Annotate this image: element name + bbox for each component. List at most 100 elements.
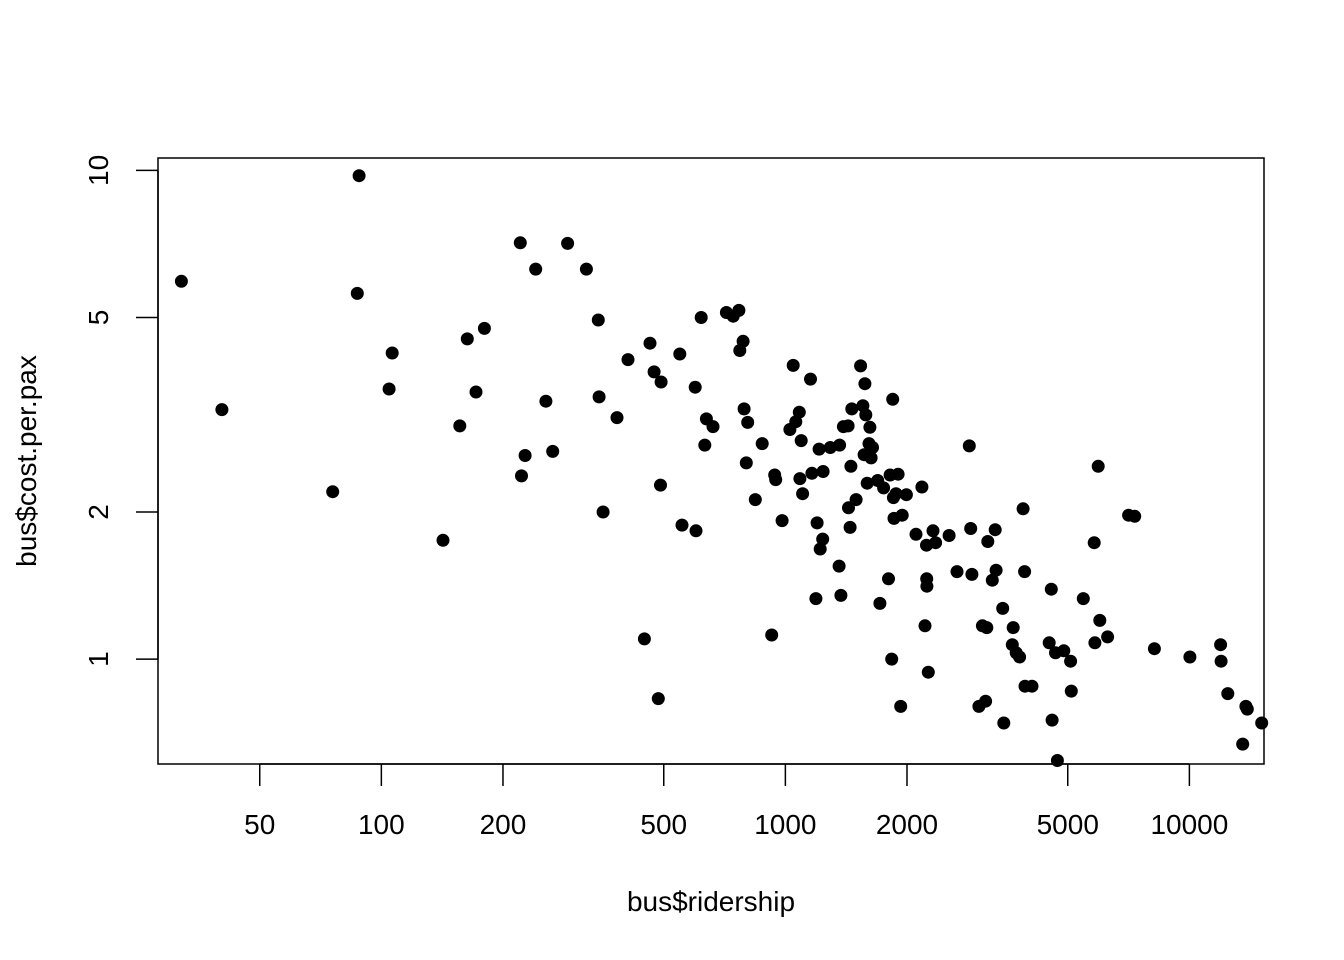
data-point bbox=[689, 524, 703, 538]
data-point bbox=[736, 334, 750, 348]
data-point bbox=[843, 520, 857, 534]
y-tick-label: 10 bbox=[83, 155, 114, 186]
data-point bbox=[981, 535, 995, 548]
data-point bbox=[1183, 650, 1197, 664]
data-point bbox=[579, 262, 593, 276]
x-axis: 50 100 200 500 1000 2000 5000 10000 bbox=[244, 763, 1228, 840]
data-point bbox=[350, 286, 364, 300]
data-point bbox=[513, 236, 527, 250]
data-point bbox=[515, 469, 528, 483]
data-point bbox=[845, 402, 859, 416]
data-point bbox=[1101, 630, 1115, 644]
data-point bbox=[436, 533, 450, 547]
data-point bbox=[804, 372, 817, 386]
data-point bbox=[610, 411, 624, 425]
data-point bbox=[1076, 592, 1090, 606]
data-point bbox=[864, 451, 878, 465]
data-point bbox=[832, 559, 846, 573]
data-point bbox=[849, 493, 863, 507]
data-point bbox=[675, 518, 689, 532]
data-point bbox=[793, 472, 807, 486]
data-point bbox=[1064, 684, 1078, 698]
data-point bbox=[1016, 502, 1030, 516]
data-point bbox=[885, 652, 899, 666]
data-point bbox=[859, 408, 873, 422]
data-point bbox=[997, 716, 1011, 730]
data-point bbox=[786, 358, 800, 372]
data-point bbox=[929, 536, 943, 550]
data-point bbox=[215, 403, 229, 417]
data-point bbox=[739, 456, 753, 470]
data-point bbox=[950, 565, 964, 579]
data-point bbox=[841, 419, 855, 433]
data-point bbox=[816, 465, 830, 478]
data-point bbox=[477, 321, 491, 335]
data-point bbox=[964, 522, 978, 535]
data-point bbox=[844, 459, 858, 473]
data-point bbox=[863, 420, 877, 434]
y-tick-label: 5 bbox=[83, 310, 114, 326]
y-tick-label: 1 bbox=[83, 651, 114, 667]
x-tick-label: 200 bbox=[480, 809, 527, 840]
data-point bbox=[1045, 713, 1059, 727]
data-point bbox=[637, 632, 651, 646]
data-point bbox=[769, 473, 783, 487]
data-point bbox=[1087, 536, 1101, 550]
data-point bbox=[899, 488, 913, 502]
data-point bbox=[755, 437, 769, 451]
data-point bbox=[1013, 650, 1027, 664]
data-point bbox=[794, 434, 808, 448]
data-point bbox=[985, 573, 999, 587]
data-point bbox=[996, 601, 1010, 615]
data-point bbox=[651, 692, 665, 706]
data-point bbox=[965, 567, 979, 581]
data-point bbox=[926, 524, 940, 538]
data-point bbox=[621, 353, 635, 367]
x-axis-title: bus$ridership bbox=[627, 886, 795, 917]
data-point bbox=[1050, 754, 1064, 767]
data-point bbox=[1044, 582, 1058, 596]
data-point bbox=[915, 480, 929, 494]
data-point bbox=[698, 438, 712, 452]
data-point bbox=[909, 527, 923, 541]
data-point bbox=[1091, 459, 1105, 473]
data-point bbox=[561, 236, 575, 250]
data-point bbox=[1093, 613, 1107, 627]
data-point bbox=[979, 694, 993, 708]
data-point bbox=[174, 274, 188, 288]
data-point bbox=[1221, 687, 1235, 701]
data-point bbox=[792, 405, 806, 419]
data-point bbox=[706, 420, 720, 434]
data-point bbox=[732, 303, 746, 317]
data-point bbox=[1255, 716, 1269, 730]
data-point bbox=[654, 478, 667, 492]
data-point bbox=[654, 375, 668, 389]
x-tick-label: 500 bbox=[640, 809, 687, 840]
data-point bbox=[866, 441, 879, 454]
data-point bbox=[737, 402, 751, 416]
data-point bbox=[1240, 702, 1254, 716]
data-point bbox=[460, 332, 474, 346]
data-point bbox=[834, 588, 848, 602]
data-point bbox=[775, 514, 789, 528]
data-point bbox=[1025, 679, 1039, 693]
data-point bbox=[453, 419, 467, 433]
data-point bbox=[918, 619, 932, 633]
data-point bbox=[741, 415, 755, 429]
data-point bbox=[1147, 642, 1161, 656]
data-point bbox=[1064, 654, 1078, 668]
data-point bbox=[1018, 565, 1032, 579]
data-point bbox=[796, 487, 810, 501]
data-point bbox=[591, 313, 605, 327]
data-point bbox=[673, 347, 687, 361]
data-point bbox=[592, 390, 606, 404]
data-point bbox=[326, 485, 340, 499]
data-point bbox=[886, 392, 900, 406]
points-layer bbox=[174, 169, 1269, 767]
data-point bbox=[854, 359, 868, 373]
y-axis: 1 2 5 10 bbox=[83, 155, 159, 667]
data-point bbox=[1042, 636, 1056, 650]
data-point bbox=[546, 444, 560, 458]
data-point bbox=[921, 665, 935, 679]
data-point bbox=[643, 336, 657, 350]
